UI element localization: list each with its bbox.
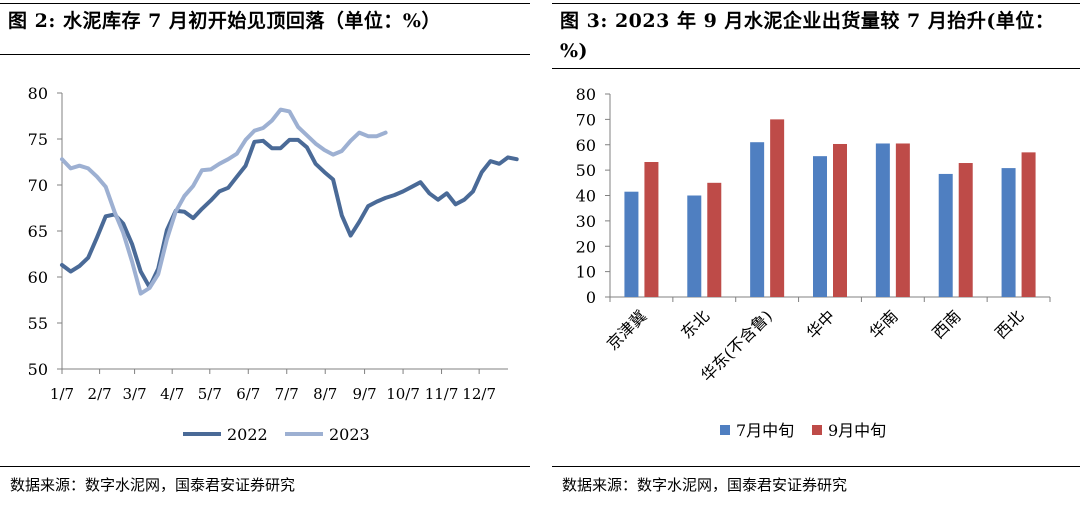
series-line-2022 bbox=[60, 137, 519, 290]
title-rule bbox=[552, 68, 1080, 69]
y-tick-label: 50 bbox=[576, 161, 596, 180]
source-note: 数据来源：数字水泥网，国泰君安证券研究 bbox=[562, 476, 848, 494]
x-tick-label: 4/7 bbox=[160, 385, 184, 403]
x-category-label: 西南 bbox=[928, 306, 964, 342]
top-rule bbox=[0, 3, 530, 4]
x-tick-label: 7/7 bbox=[275, 385, 299, 403]
bar-9月中旬 bbox=[833, 143, 847, 297]
y-tick-label: 50 bbox=[28, 360, 48, 379]
x-tick-label: 11/7 bbox=[425, 385, 459, 403]
y-tick-label: 0 bbox=[586, 288, 596, 307]
y-tick-label: 65 bbox=[28, 222, 48, 241]
x-tick-label: 5/7 bbox=[198, 385, 222, 403]
legend-swatch bbox=[812, 425, 822, 435]
y-tick-label: 60 bbox=[576, 136, 596, 155]
x-tick-label: 9/7 bbox=[353, 385, 377, 403]
y-tick-label: 80 bbox=[28, 84, 48, 103]
x-tick-label: 8/7 bbox=[313, 385, 337, 403]
bar-7月中旬 bbox=[750, 142, 765, 297]
right-chart-panel: 图 3: 2023 年 9 月水泥企业出货量较 7 月抬升(单位：%) 0 10 2… bbox=[552, 0, 1080, 523]
x-category-label: 东北 bbox=[677, 306, 713, 342]
x-tick-label: 1/7 bbox=[50, 385, 74, 403]
bar-9月中旬 bbox=[895, 143, 910, 297]
bar-7月中旬 bbox=[875, 143, 890, 297]
series-line-2023 bbox=[60, 107, 388, 296]
legend-swatch bbox=[720, 425, 730, 435]
y-tick-label: 10 bbox=[576, 263, 596, 282]
x-category-label: 西北 bbox=[991, 306, 1027, 342]
y-tick-label: 60 bbox=[28, 268, 48, 287]
y-tick-label: 40 bbox=[576, 187, 596, 206]
bar-7月中旬 bbox=[687, 195, 702, 297]
y-tick-label: 30 bbox=[576, 212, 596, 231]
bar-7月中旬 bbox=[624, 191, 639, 297]
x-category-label: 华南 bbox=[866, 306, 902, 342]
line-chart: 50 55 60 65 70 75 80 1/7 2/7 3/7 4/7 5/7 6/7 7/7 8/7 9/… bbox=[28, 84, 519, 444]
bar-7月中旬 bbox=[1001, 168, 1016, 297]
bar-9月中旬 bbox=[1021, 152, 1036, 297]
y-tick-label: 55 bbox=[28, 314, 48, 333]
x-tick-label: 10/7 bbox=[386, 385, 420, 403]
chart-title: 图 2: 水泥库存 7 月初开始见顶回落（单位：%） bbox=[8, 10, 441, 32]
bar-7月中旬 bbox=[813, 156, 827, 297]
left-chart-panel: 图 2: 水泥库存 7 月初开始见顶回落（单位：%） 50 55 60 65 70 75 8… bbox=[0, 0, 530, 523]
top-rule bbox=[552, 3, 1080, 4]
legend-label: 7月中旬 bbox=[736, 421, 794, 440]
bar-9月中旬 bbox=[958, 163, 973, 297]
y-tick-label: 70 bbox=[28, 176, 48, 195]
bar-9月中旬 bbox=[644, 162, 659, 297]
legend-label: 2022 bbox=[227, 425, 268, 444]
x-tick-label: 3/7 bbox=[123, 385, 147, 403]
y-tick-label: 75 bbox=[28, 130, 48, 149]
legend-label: 9月中旬 bbox=[828, 421, 886, 440]
y-tick-label: 20 bbox=[576, 237, 596, 256]
source-note: 数据来源：数字水泥网，国泰君安证券研究 bbox=[10, 476, 296, 494]
legend-label: 2023 bbox=[329, 425, 370, 444]
x-tick-label: 6/7 bbox=[236, 385, 260, 403]
y-tick-label: 70 bbox=[576, 110, 596, 129]
bar-9月中旬 bbox=[707, 182, 722, 297]
source-rule bbox=[552, 466, 1080, 467]
x-category-label: 京津冀 bbox=[603, 306, 650, 353]
x-tick-label: 12/7 bbox=[462, 385, 496, 403]
y-tick-label: 80 bbox=[576, 85, 596, 104]
x-tick-label: 2/7 bbox=[88, 385, 112, 403]
bar-7月中旬 bbox=[938, 173, 953, 297]
bar-9月中旬 bbox=[770, 119, 785, 297]
chart-title: 图 3: 2023 年 9 月水泥企业出货量较 7 月抬升(单位：%) bbox=[560, 10, 1055, 62]
source-rule bbox=[0, 466, 530, 467]
x-category-label: 华中 bbox=[803, 306, 839, 342]
title-rule bbox=[0, 54, 530, 55]
